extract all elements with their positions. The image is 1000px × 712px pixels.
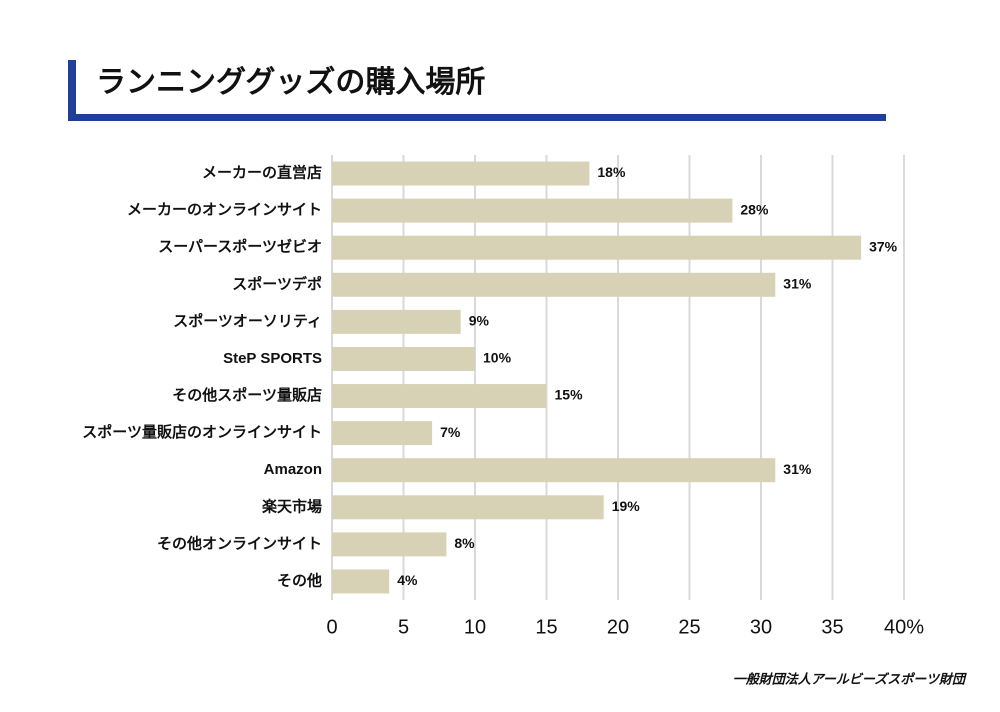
- y-tick-label: Amazon: [264, 461, 322, 478]
- value-label: 37%: [869, 238, 898, 254]
- x-tick-label: 5: [398, 616, 409, 638]
- value-label: 18%: [597, 164, 626, 180]
- y-tick-label: スーパースポーツゼビオ: [158, 238, 322, 256]
- y-tick-label: メーカーのオンラインサイト: [127, 202, 322, 219]
- value-label: 19%: [612, 498, 641, 514]
- bar: [332, 458, 776, 483]
- y-tick-label: スポーツデポ: [232, 275, 322, 293]
- bar: [332, 421, 433, 446]
- x-tick-label: 20: [607, 616, 629, 638]
- x-tick-label: 10: [464, 616, 486, 638]
- y-tick-label: 楽天市場: [262, 497, 322, 515]
- source: 一般財団法人アールビーズスポーツ財団: [733, 671, 967, 686]
- bar: [332, 384, 547, 409]
- x-tick-label: 40%: [884, 616, 924, 638]
- bar: [332, 532, 447, 557]
- y-tick-label: その他オンラインサイト: [157, 534, 322, 552]
- value-label: 10%: [483, 350, 512, 366]
- title-accent: [68, 60, 76, 120]
- value-label: 28%: [740, 201, 769, 217]
- y-tick-label: スポーツオーソリティ: [173, 312, 322, 330]
- y-tick-label: スポーツ量販店のオンラインサイト: [82, 423, 322, 441]
- x-tick-label: 30: [750, 616, 772, 638]
- value-label: 8%: [454, 535, 475, 551]
- value-label: 31%: [783, 461, 812, 477]
- value-label: 15%: [555, 387, 584, 403]
- x-tick-label: 0: [326, 616, 337, 638]
- bar: [332, 309, 461, 334]
- x-tick-label: 35: [821, 616, 843, 638]
- bar: [332, 569, 390, 594]
- bar: [332, 161, 590, 186]
- value-label: 7%: [440, 424, 461, 440]
- x-tick-label: 25: [678, 616, 700, 638]
- y-tick-label: メーカーの直営店: [202, 164, 322, 182]
- x-tick-label: 15: [535, 616, 557, 638]
- y-tick-label: その他: [277, 571, 322, 589]
- bar: [332, 235, 862, 260]
- value-label: 31%: [783, 275, 812, 291]
- chart-title: ランニンググッズの購入場所: [96, 65, 485, 99]
- value-label: 9%: [469, 313, 490, 329]
- y-tick-label: その他スポーツ量販店: [172, 386, 322, 404]
- y-tick-label: SteP SPORTS: [223, 350, 322, 367]
- bar: [332, 495, 604, 520]
- bar: [332, 198, 733, 223]
- bar: [332, 272, 776, 297]
- title-underline: [68, 114, 886, 121]
- bar: [332, 346, 475, 371]
- value-label: 4%: [397, 572, 418, 588]
